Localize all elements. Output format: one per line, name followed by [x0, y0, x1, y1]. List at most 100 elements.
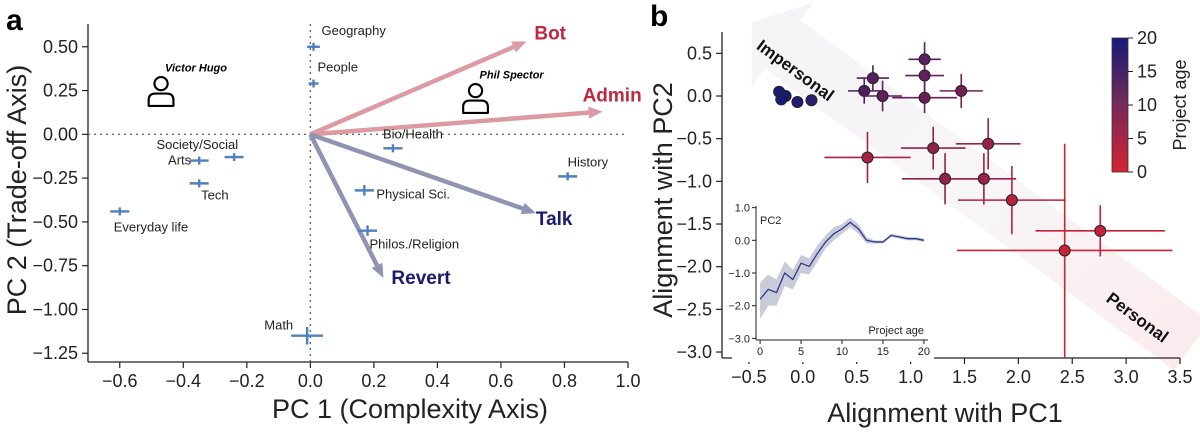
panel-b-y-tick-label: 0.5	[687, 43, 712, 63]
inset-x-tick-label: 0	[757, 346, 763, 358]
arrow-revert-head	[371, 262, 384, 278]
data-point	[1094, 224, 1107, 237]
colorbar-tick-label: 0	[1137, 162, 1147, 182]
colorbar-gradient	[1111, 37, 1129, 173]
inset-y-tick-label: −3.0	[728, 333, 750, 345]
arrow-admin-shaft	[310, 110, 589, 137]
category-label: Everyday life	[114, 219, 188, 234]
inset-y-title: PC2	[760, 215, 781, 227]
arrow-bot-head	[511, 41, 527, 53]
persona-label: Victor Hugo	[165, 63, 227, 75]
colorbar-title: Project age	[1170, 59, 1190, 150]
inset-x-tick-label: 15	[877, 346, 889, 358]
panel-b-y-tick-label: −2.0	[676, 257, 712, 277]
data-point	[876, 90, 889, 103]
data-point	[861, 151, 874, 164]
inset-x-title: Project age	[868, 325, 924, 337]
inset-y-tick-label: 0.0	[735, 235, 750, 247]
arrow-talk-shaft	[309, 132, 524, 211]
data-point	[805, 94, 818, 107]
panel-b-ticks: −0.5 0.0 0.5 1.0 1.5 2.0 2.5 3.0 3.5 0.5 0.0 −0.5 −1…	[676, 43, 1192, 387]
inset-line	[759, 221, 925, 300]
panel-a-y-tick-label: 0.25	[43, 81, 78, 101]
panel-a-biplot: a −0.6 −0.4 −0.2 0.0 0.2 0.4 0.6 0.8 1.0 0.50 0.25…	[2, 4, 642, 424]
data-point	[955, 84, 968, 97]
panel-a-y-tick-label: −1.00	[32, 299, 78, 319]
panel-a-x-tick-label: 0.2	[361, 371, 386, 391]
inset-y-tick-label: −1.0	[728, 268, 750, 280]
category-label: History	[568, 154, 609, 169]
panel-b-x-axis-title: Alignment with PC1	[827, 398, 1063, 428]
panel-b-y-tick-label: −1.5	[676, 214, 712, 234]
panel-a-personas: Victor Hugo Phil Spector	[147, 63, 545, 114]
panel-a-y-axis-title: PC 2 (Trade-off Axis)	[2, 65, 32, 316]
panel-b-x-tick-label: 0.0	[790, 367, 815, 387]
panel-a-letter: a	[6, 4, 23, 37]
inset-x-tick-label: 10	[836, 346, 848, 358]
panel-b-x-tick-label: −0.5	[731, 367, 767, 387]
panel-a-x-tick-label: 1.0	[615, 371, 640, 391]
data-point	[918, 91, 931, 104]
category-label: Tech	[201, 187, 228, 202]
panel-a-x-tick-label: 0.6	[488, 371, 513, 391]
panel-a-x-tick-label: 0.8	[552, 371, 577, 391]
panel-a-arrows: Bot Admin Talk Revert	[308, 24, 642, 289]
panel-a-x-tick-label: −0.6	[102, 371, 138, 391]
inset-x-tick-label: 5	[798, 346, 804, 358]
persona-label: Phil Spector	[480, 70, 545, 82]
panel-a-x-tick-label: 0.4	[425, 371, 450, 391]
arrow-admin-head	[588, 106, 603, 119]
category-label: Arts	[168, 153, 192, 168]
panel-a-y-tick-label: −0.25	[32, 168, 78, 188]
panel-b-y-tick-label: −0.5	[676, 129, 712, 149]
data-point	[977, 172, 990, 185]
data-point	[1005, 194, 1018, 207]
arrow-bot-shaft	[309, 44, 515, 137]
panel-b-y-tick-label: −2.5	[676, 299, 712, 319]
panel-a-y-tick-label: −0.75	[32, 256, 78, 276]
panel-a-x-axis-title: PC 1 (Complexity Axis)	[272, 394, 548, 424]
person-icon	[462, 82, 489, 114]
data-point	[775, 93, 788, 106]
panel-b-x-tick-label: 2.0	[1006, 367, 1031, 387]
panel-a-ticks: −0.6 −0.4 −0.2 0.0 0.2 0.4 0.6 0.8 1.0 0.50 0.25 0.…	[32, 37, 640, 391]
data-point	[791, 95, 804, 108]
panel-b-y-tick-label: −3.0	[676, 342, 712, 362]
panel-a-x-tick-label: 0.0	[298, 371, 323, 391]
inset-y-tick-label: −2.0	[728, 301, 750, 313]
category-label: Math	[264, 318, 293, 333]
arrow-revert-label: Revert	[391, 268, 451, 289]
colorbar-tick-label: 15	[1137, 62, 1157, 82]
panel-a-categories: Geography People Bio/Health Society/SocialA…	[110, 23, 609, 345]
panel-b-y-tick-label: 0.0	[687, 86, 712, 106]
panel-a-x-tick-label: −0.2	[229, 371, 265, 391]
data-point	[982, 137, 995, 150]
data-point	[927, 142, 940, 155]
panel-b-x-tick-label: 0.5	[844, 367, 869, 387]
panel-a-reference-lines	[88, 24, 628, 362]
panel-a-y-tick-label: −1.25	[32, 343, 78, 363]
category-label: Society/Social	[156, 137, 238, 152]
panel-a-axes	[87, 24, 628, 363]
panel-b-x-tick-label: 3.0	[1114, 367, 1139, 387]
inset-y-tick-label: 1.0	[735, 203, 750, 215]
panel-a-y-tick-label: 0.00	[43, 124, 78, 144]
colorbar-tick-label: 10	[1137, 95, 1157, 115]
panel-b-x-tick-label: 1.5	[952, 367, 977, 387]
data-point	[866, 72, 879, 85]
panel-b-y-tick-label: −1.0	[676, 171, 712, 191]
arrow-talk-head	[520, 202, 536, 215]
panel-b-y-axis-title: Alignment with PC2	[648, 82, 678, 318]
panel-a-y-tick-label: 0.50	[43, 37, 78, 57]
data-point	[918, 69, 931, 82]
person-icon	[147, 75, 175, 107]
arrow-admin-label: Admin	[583, 86, 642, 107]
panel-b-colorbar: 0 5 10 15 20 Project age	[1111, 28, 1190, 182]
data-point	[1058, 244, 1071, 257]
panel-b-x-tick-label: 1.0	[898, 367, 923, 387]
category-label: Physical Sci.	[376, 186, 450, 201]
inset-confidence-band	[760, 217, 924, 319]
data-point	[858, 84, 871, 97]
panel-a-x-tick-label: −0.4	[166, 371, 202, 391]
